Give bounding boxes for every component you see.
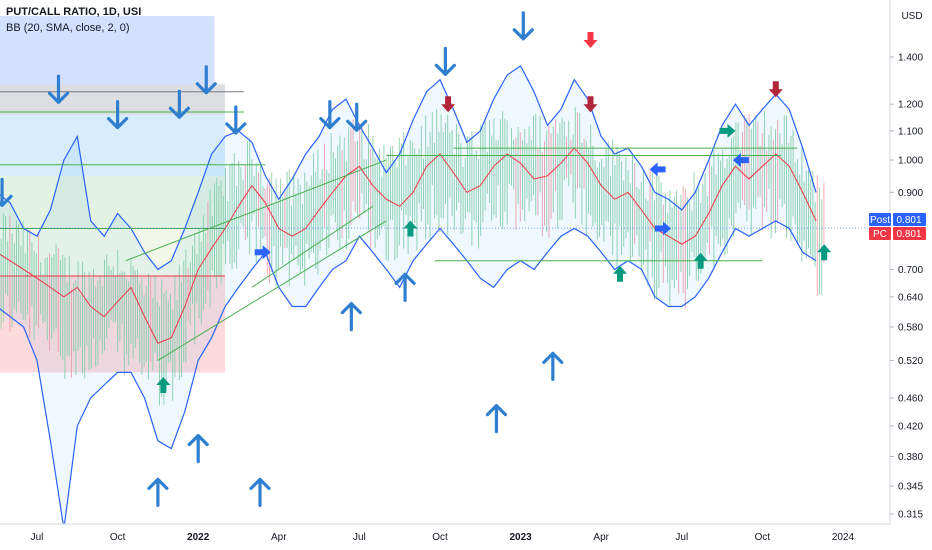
indicator-label: BB (20, SMA, close, 2, 0) [6, 22, 130, 34]
big-down-arrow-icon [434, 46, 456, 77]
y-tick-label: 0.345 [898, 482, 923, 493]
y-tick-label: 0.700 [898, 265, 923, 276]
x-tick-label: Apr [593, 532, 609, 543]
x-tick-label: Oct [432, 532, 448, 543]
small-right-arrow-icon [655, 221, 671, 236]
big-down-arrow-icon [195, 65, 217, 95]
y-tick-label: 1.200 [898, 100, 923, 111]
y-tick-label: 0.420 [898, 421, 923, 432]
zone-2 [0, 114, 226, 176]
last-value-badge [893, 227, 926, 240]
big-up-arrow-icon [187, 433, 209, 464]
y-tick-label: 0.580 [898, 322, 923, 333]
big-down-arrow-icon [225, 105, 247, 135]
big-up-arrow-icon [340, 301, 362, 332]
y-tick-label: 0.900 [898, 188, 923, 199]
small-left-arrow-icon [732, 153, 749, 168]
big-up-arrow-icon [542, 351, 564, 381]
small-up-arrow-icon [817, 244, 832, 261]
currency-label: USD [901, 11, 922, 22]
y-tick-label: 1.100 [898, 126, 923, 137]
small-down-arrow-icon [441, 96, 456, 113]
small-down-arrow-icon [583, 32, 598, 48]
y-tick-label: 1.000 [898, 156, 923, 167]
x-tick-label: Jul [31, 532, 44, 543]
markers-layer [0, 11, 832, 508]
zone-5 [0, 275, 226, 373]
band-fill [0, 65, 817, 529]
big-up-arrow-icon [147, 477, 169, 508]
chart-legend: PUT/CALL RATIO, 1D, USI BB (20, SMA, clo… [6, 6, 141, 34]
last-value-name-badge [869, 227, 891, 240]
big-down-arrow-icon [346, 102, 368, 132]
last-value-badge [893, 213, 926, 226]
y-tick-label: 0.460 [898, 393, 923, 404]
big-up-arrow-icon [249, 477, 271, 508]
trend-line-1 [157, 220, 387, 361]
big-down-arrow-icon [107, 100, 129, 130]
zones-layer [0, 16, 226, 373]
big-up-arrow-icon [485, 404, 508, 434]
time-scale-bg [0, 524, 932, 550]
trend-line-0 [125, 159, 387, 262]
small-right-arrow-icon [254, 245, 271, 260]
small-right-arrow-icon [719, 123, 736, 138]
small-down-arrow-icon [768, 81, 783, 98]
zone-1 [0, 84, 226, 115]
last-value-text: 0.801 [896, 229, 921, 240]
big-down-arrow-icon [319, 100, 341, 130]
x-tick-label: 2022 [187, 532, 210, 543]
last-value-name: Post [870, 215, 890, 226]
small-up-arrow-icon [156, 377, 171, 393]
y-tick-label: 0.315 [898, 510, 923, 521]
small-left-arrow-icon [649, 162, 666, 177]
x-tick-label: 2024 [832, 532, 855, 543]
chart-title: PUT/CALL RATIO, 1D, USI [6, 6, 142, 18]
y-tick-label: 0.380 [898, 452, 923, 463]
middle-band-line [0, 147, 817, 344]
small-up-arrow-icon [693, 252, 708, 269]
x-tick-label: Oct [110, 532, 126, 543]
trend-line-2 [251, 205, 374, 288]
last-value-text: 0.801 [896, 215, 921, 226]
x-tick-label: 2023 [509, 532, 532, 543]
horizontal-lines-layer [0, 91, 890, 361]
big-down-arrow-icon [47, 74, 70, 104]
zone-0 [0, 16, 215, 85]
big-down-arrow-icon [512, 11, 534, 41]
big-down-arrow-icon [0, 177, 13, 207]
y-tick-label: 1.400 [898, 53, 923, 64]
x-tick-label: Jul [675, 532, 688, 543]
last-value-name: PC [873, 229, 887, 240]
ratio-bars-layer [0, 107, 825, 406]
price-scale-bg [890, 0, 932, 550]
small-down-arrow-icon [583, 96, 598, 113]
upper-band-line [0, 65, 817, 271]
small-up-arrow-icon [613, 265, 627, 282]
y-tick-label: 0.520 [898, 356, 923, 367]
y-tick-label: 0.640 [898, 292, 923, 303]
x-tick-label: Apr [271, 532, 287, 543]
big-up-arrow-icon [394, 272, 416, 302]
last-value-name-badge [869, 213, 891, 226]
x-tick-label: Oct [755, 532, 771, 543]
small-up-arrow-icon [403, 220, 418, 237]
x-tick-label: Jul [353, 532, 366, 543]
big-down-arrow-icon [168, 89, 190, 119]
